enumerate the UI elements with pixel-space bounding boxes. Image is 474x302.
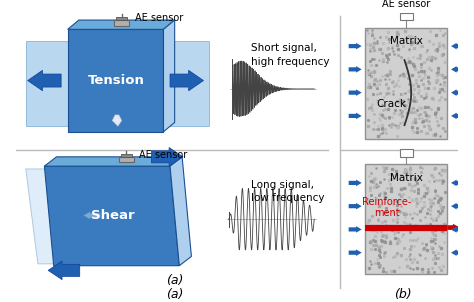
FancyArrow shape (170, 70, 203, 91)
Text: AE sensor: AE sensor (135, 13, 183, 23)
Polygon shape (45, 157, 182, 166)
Polygon shape (68, 29, 164, 132)
FancyArrow shape (349, 249, 362, 256)
Text: (a): (a) (166, 288, 183, 301)
Polygon shape (365, 164, 447, 274)
Polygon shape (26, 169, 173, 264)
Polygon shape (365, 27, 447, 139)
Text: Tension: Tension (88, 74, 145, 87)
FancyBboxPatch shape (400, 13, 413, 20)
FancyArrow shape (451, 226, 464, 233)
Polygon shape (161, 40, 209, 126)
FancyArrow shape (451, 113, 464, 119)
FancyArrow shape (451, 43, 464, 49)
FancyBboxPatch shape (114, 20, 129, 26)
FancyArrow shape (48, 261, 80, 280)
Text: (a): (a) (166, 274, 183, 287)
Text: Reinforce-
ment: Reinforce- ment (362, 197, 411, 218)
Text: AE sensor: AE sensor (382, 0, 430, 9)
FancyArrow shape (451, 89, 464, 96)
Text: Short signal,
high frequency: Short signal, high frequency (251, 43, 329, 66)
Polygon shape (45, 166, 179, 266)
FancyBboxPatch shape (116, 17, 127, 20)
FancyArrow shape (349, 113, 362, 119)
FancyArrow shape (447, 224, 460, 231)
FancyArrow shape (27, 70, 61, 91)
FancyArrow shape (83, 212, 100, 219)
FancyBboxPatch shape (400, 149, 413, 157)
FancyBboxPatch shape (119, 157, 134, 162)
FancyArrow shape (451, 180, 464, 186)
FancyBboxPatch shape (121, 154, 132, 157)
Polygon shape (26, 40, 68, 126)
Text: Matrix: Matrix (390, 36, 423, 46)
FancyArrow shape (451, 203, 464, 209)
FancyArrow shape (151, 148, 183, 166)
Polygon shape (68, 20, 174, 29)
Text: Shear: Shear (91, 209, 135, 222)
FancyArrow shape (451, 66, 464, 73)
FancyArrow shape (349, 66, 362, 73)
FancyArrow shape (349, 203, 362, 209)
FancyArrow shape (349, 226, 362, 233)
Polygon shape (112, 115, 122, 126)
FancyArrow shape (349, 180, 362, 186)
Text: Crack: Crack (376, 98, 407, 109)
Text: (b): (b) (394, 288, 411, 301)
FancyArrow shape (349, 89, 362, 96)
FancyArrow shape (349, 43, 362, 49)
FancyArrow shape (451, 249, 464, 256)
Text: Matrix: Matrix (390, 173, 423, 183)
Text: AE sensor: AE sensor (139, 150, 188, 160)
Text: Long signal,
low frequency: Long signal, low frequency (251, 180, 325, 203)
Polygon shape (164, 20, 174, 132)
Polygon shape (170, 157, 191, 266)
